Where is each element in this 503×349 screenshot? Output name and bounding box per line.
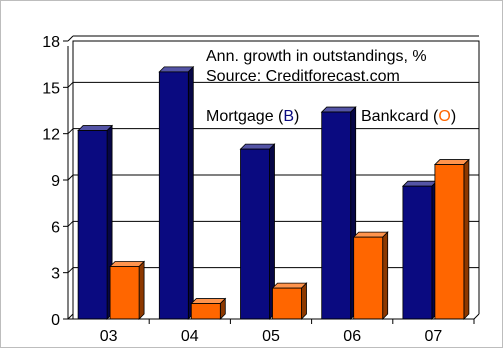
legend-bankcard: Bankcard (O) (361, 108, 456, 125)
legend-bankcard-close: ) (451, 108, 456, 125)
bar-mortgage-03 (77, 124, 114, 320)
legend-mortgage: Mortgage (B) (206, 108, 299, 125)
bar-top-face (158, 66, 195, 73)
gridline-depth (67, 128, 74, 135)
bar-top-face (77, 125, 114, 131)
bar-side-face (463, 158, 470, 320)
bar-bankcard-03 (109, 260, 146, 320)
y-tick-label: 15 (42, 80, 60, 97)
y-tick-label: 3 (51, 266, 60, 283)
bar-front-face (158, 71, 189, 320)
bar-bankcard-05 (271, 282, 308, 320)
bar-top-face (190, 298, 227, 304)
bar-bankcard-04 (190, 297, 227, 320)
x-tick-label: 05 (262, 328, 280, 345)
chart-title-line-1: Ann. growth in outstandings, % (206, 48, 427, 65)
legend-mortgage-close: ) (294, 108, 299, 125)
gridline-depth (67, 174, 74, 181)
bar-mortgage-07 (401, 180, 438, 320)
legend-mortgage-label: Mortgage ( (206, 108, 284, 125)
bar-mortgage-04 (158, 65, 195, 320)
x-axis-depth (473, 313, 480, 320)
bar-mortgage-06 (320, 106, 357, 320)
bar-top-face (320, 106, 357, 113)
bar-front-face (434, 164, 465, 320)
bar-front-face (240, 148, 270, 320)
bar-side-face (187, 65, 194, 320)
bar-mortgage-05 (239, 143, 276, 320)
bar-front-face (321, 111, 352, 320)
bar-top-face (352, 231, 389, 238)
origin-depth (67, 313, 74, 320)
y-tick-label: 6 (51, 219, 60, 236)
legend-bankcard-label: Bankcard ( (361, 108, 439, 125)
chart-title-line-2: Source: Creditforecast.com (206, 68, 400, 85)
plot-border (72, 40, 480, 319)
bar-side-face (138, 260, 145, 320)
gridline-depth (67, 267, 74, 274)
bars-layer (77, 65, 470, 320)
bar-front-face (353, 236, 384, 320)
legend-mortgage-letter: B (283, 108, 294, 125)
gridline-depth (67, 81, 74, 88)
bar-front-face (77, 130, 108, 320)
gridline-depth (67, 35, 74, 42)
y-tick-label: 18 (42, 34, 60, 51)
bar-top-face (433, 159, 470, 165)
legend-bankcard-letter: O (438, 108, 450, 125)
bar-side-face (382, 231, 389, 320)
y-tick-label: 0 (51, 312, 60, 329)
bar-front-face (190, 303, 221, 320)
bar-bankcard-07 (433, 158, 470, 320)
bar-top-face (271, 282, 308, 289)
x-tick-label: 07 (425, 328, 443, 345)
x-tick-label: 03 (100, 328, 118, 345)
bar-top-face (239, 143, 276, 150)
bar-front-face (272, 287, 302, 320)
axis-layer (63, 40, 480, 324)
x-tick-label: 06 (343, 328, 361, 345)
bar-top-face (401, 180, 438, 187)
bar-side-face (301, 282, 307, 320)
y-tick-label: 9 (51, 173, 60, 190)
bar-front-face (109, 266, 140, 320)
x-tick-label: 04 (181, 328, 199, 345)
bar-top-face (109, 261, 146, 267)
y-tick-label: 12 (42, 127, 60, 144)
bar-bankcard-06 (352, 231, 389, 320)
gridline-depth (67, 220, 74, 227)
bar-front-face (402, 185, 433, 320)
